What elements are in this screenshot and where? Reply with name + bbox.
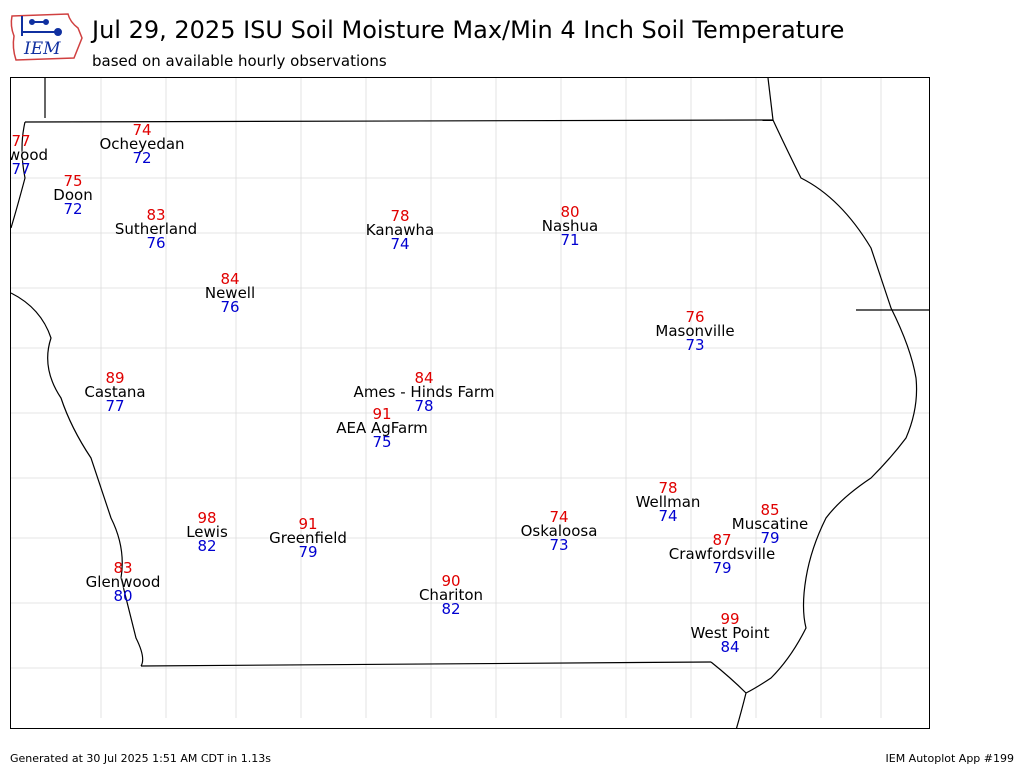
station-min-temp: 73 — [685, 336, 705, 354]
station-max-temp: 83 — [146, 206, 166, 224]
station-name: Crawfordsville — [668, 545, 776, 563]
county-lines — [11, 78, 929, 718]
station-max-temp: 91 — [298, 515, 318, 533]
station-name: Inwood — [11, 146, 49, 164]
station-name: AEA AgFarm — [336, 419, 428, 437]
station-max-temp: 91 — [372, 405, 392, 423]
map-frame: 77 Inwood 77 74 Ocheyedan 72 75 Doon 72 … — [10, 77, 930, 729]
station-name: Newell — [204, 284, 256, 302]
station-name: West Point — [690, 624, 770, 642]
station-max-temp: 74 — [132, 121, 152, 139]
station-name: Castana — [84, 383, 146, 401]
station-name: Doon — [53, 186, 93, 204]
station-max-temp: 84 — [414, 369, 434, 387]
station-name: Glenwood — [85, 573, 161, 591]
station-min-temp: 72 — [132, 149, 152, 167]
station-max-temp: 99 — [720, 610, 740, 628]
station-max-temp: 75 — [63, 172, 83, 190]
station-name: Wellman — [635, 493, 701, 511]
station-max-temp: 85 — [760, 501, 780, 519]
station-min-temp: 82 — [441, 600, 461, 618]
station-max-temp: 84 — [220, 270, 240, 288]
station-max-temp: 80 — [560, 203, 580, 221]
iowa-map — [11, 78, 929, 728]
station-min-temp: 73 — [549, 536, 569, 554]
iem-logo: IEM — [8, 8, 84, 64]
station-name: Ames - Hinds Farm — [353, 383, 495, 401]
station-min-temp: 76 — [220, 298, 240, 316]
logo-text: IEM — [23, 39, 61, 59]
station-name: Sutherland — [114, 220, 198, 238]
station-max-temp: 78 — [390, 207, 410, 225]
station-name: Lewis — [186, 523, 228, 541]
station-min-temp: 79 — [298, 543, 318, 561]
generated-timestamp: Generated at 30 Jul 2025 1:51 AM CDT in … — [10, 752, 271, 765]
station-name: Oskaloosa — [520, 522, 598, 540]
station-min-temp: 82 — [197, 537, 217, 555]
station-min-temp: 76 — [146, 234, 166, 252]
station-min-temp: 71 — [560, 231, 580, 249]
station-name: Chariton — [418, 586, 484, 604]
station-max-temp: 87 — [712, 531, 732, 549]
station-min-temp: 79 — [712, 559, 732, 577]
station-max-temp: 90 — [441, 572, 461, 590]
station-name: Kanawha — [365, 221, 435, 239]
station-name: Muscatine — [731, 515, 809, 533]
station-name: Masonville — [655, 322, 735, 340]
station-min-temp: 72 — [63, 200, 83, 218]
station-max-temp: 89 — [105, 369, 125, 387]
station-name: Ocheyedan — [99, 135, 185, 153]
iowa-logo-icon: IEM — [10, 13, 83, 61]
station-max-temp: 78 — [658, 479, 678, 497]
station-min-temp: 79 — [760, 529, 780, 547]
station-name: Greenfield — [269, 529, 347, 547]
station-min-temp: 77 — [105, 397, 125, 415]
page-subtitle: based on available hourly observations — [92, 52, 387, 70]
station-max-temp: 76 — [685, 308, 705, 326]
station-max-temp: 83 — [113, 559, 133, 577]
station-min-temp: 80 — [113, 587, 133, 605]
station-name: Nashua — [541, 217, 599, 235]
station-min-temp: 74 — [658, 507, 678, 525]
station-min-temp: 75 — [372, 433, 392, 451]
station-max-temp: 74 — [549, 508, 569, 526]
station-min-temp: 74 — [390, 235, 410, 253]
state-boundaries — [11, 78, 929, 728]
autoplot-app-label: IEM Autoplot App #199 — [885, 752, 1015, 765]
station-max-temp: 98 — [197, 509, 217, 527]
station-min-temp: 84 — [720, 638, 740, 656]
station-min-temp: 78 — [414, 397, 434, 415]
station-max-temp: 77 — [11, 132, 31, 150]
page-title: Jul 29, 2025 ISU Soil Moisture Max/Min 4… — [92, 16, 845, 44]
station-min-temp: 77 — [11, 160, 31, 178]
